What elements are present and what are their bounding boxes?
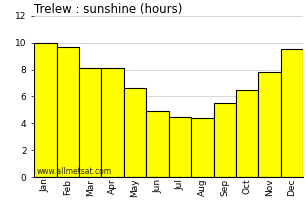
Text: www.allmetsat.com: www.allmetsat.com <box>37 167 112 176</box>
Bar <box>124 88 146 177</box>
Bar <box>281 49 303 177</box>
Bar <box>214 103 236 177</box>
Bar <box>34 43 57 177</box>
Bar <box>101 68 124 177</box>
Bar <box>57 47 79 177</box>
Bar <box>146 111 169 177</box>
Bar <box>169 117 191 177</box>
Bar <box>191 118 214 177</box>
Bar <box>79 68 101 177</box>
Bar <box>236 90 258 177</box>
Bar <box>258 72 281 177</box>
Text: Trelew : sunshine (hours): Trelew : sunshine (hours) <box>34 3 183 16</box>
